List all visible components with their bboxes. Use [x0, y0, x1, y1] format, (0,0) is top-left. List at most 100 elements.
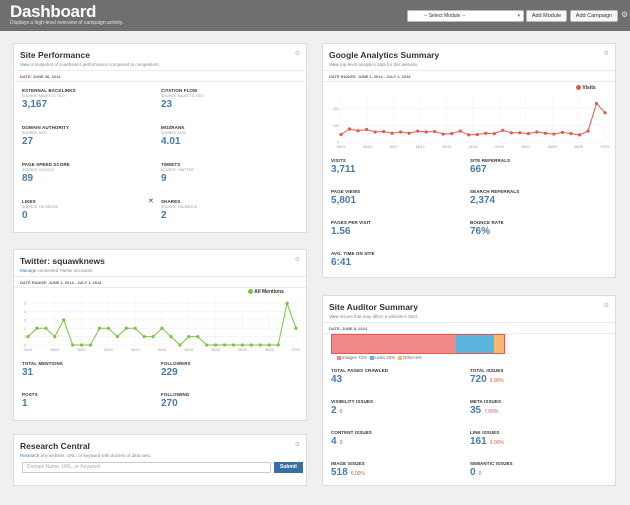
legend-label: All Mentions — [254, 289, 284, 295]
x-tick-label: 07/01 — [292, 348, 301, 352]
data-point — [441, 132, 445, 136]
data-point — [458, 129, 462, 133]
description-text: top-level analytics data for this websit… — [338, 62, 419, 67]
panel-title: Google Analytics Summary — [329, 50, 440, 60]
view-link[interactable]: View — [20, 62, 30, 67]
legend-dot-icon — [248, 289, 253, 295]
panel-description: View issues that may affect a website's … — [329, 314, 419, 319]
x-tick-label: 06/28 — [574, 145, 583, 149]
metric-label: LINK ISSUES — [470, 430, 500, 435]
issue-breakdown-bar — [331, 334, 505, 354]
x-tick-label: 06/22 — [521, 145, 530, 149]
gear-icon[interactable]: ⚙ — [294, 442, 300, 448]
gear-icon[interactable]: ⚙ — [603, 303, 609, 309]
y-tick-label: 3 — [24, 318, 26, 322]
data-point — [169, 335, 173, 339]
metric-value: 720 6.00% — [470, 374, 504, 385]
metric-likes: LIKES SOURCE: FACEBOOK 0 — [22, 199, 58, 221]
research-link[interactable]: Research — [20, 453, 40, 458]
x-tick-label: 06/01 — [24, 348, 33, 352]
gear-icon[interactable]: ⚙ — [294, 51, 300, 57]
top-header: Dashboard Displays a high-level overview… — [0, 0, 630, 31]
metric-value: 31 — [22, 367, 34, 378]
x-tick-label: 06/19 — [184, 348, 193, 352]
data-point — [433, 129, 437, 134]
module-select[interactable]: -- Select Module -- ▾ — [407, 10, 524, 22]
metric-label: TOTAL MENTIONS — [22, 361, 63, 366]
page-title: Dashboard — [10, 2, 97, 21]
data-point — [53, 335, 57, 339]
submit-button[interactable]: Submit — [274, 462, 303, 473]
metric-image-issues: IMAGE ISSUES 518 6.00% — [331, 461, 365, 478]
value-number: 0 — [470, 467, 476, 478]
data-point — [381, 129, 386, 134]
data-point — [364, 127, 369, 132]
x-tick-label: 06/13 — [131, 348, 140, 352]
value-number: 518 — [331, 467, 348, 478]
close-icon[interactable]: ✕ — [148, 198, 154, 205]
data-point — [142, 335, 146, 339]
metric-content-issues: CONTENT ISSUES 4 0 — [331, 430, 372, 447]
metric-source: SOURCE: TWITTER — [161, 168, 194, 172]
data-point — [560, 130, 565, 134]
manage-link[interactable]: Manage — [20, 268, 37, 273]
data-point — [356, 129, 360, 133]
data-point — [115, 335, 119, 339]
description-text: any website, URL, or keyword with dozens… — [39, 453, 152, 458]
metric-value: 76% — [470, 226, 491, 237]
data-point — [35, 326, 39, 330]
data-point — [196, 335, 200, 339]
metric-value: 3,711 — [331, 164, 356, 175]
x-tick-label: 06/22 — [211, 348, 220, 352]
gear-icon[interactable]: ⚙ — [603, 51, 609, 57]
data-point — [276, 343, 280, 347]
y-tick-label: 2 — [24, 327, 26, 331]
metric-domain-authority: DOMAIN AUTHORITY SOURCE: MOZ 27 — [22, 125, 69, 147]
metric-value: 23 — [161, 99, 173, 110]
data-point — [594, 101, 599, 106]
metric-source: SOURCE: GOOGLE — [22, 168, 55, 172]
metric-label: META ISSUES — [470, 399, 502, 404]
data-point — [526, 132, 530, 136]
metric-total-issues: TOTAL ISSUES 720 6.00% — [470, 368, 504, 385]
metric-value: 270 — [161, 398, 178, 409]
data-point — [187, 335, 191, 339]
search-input[interactable]: Domain Name, URL, or Keyword — [22, 462, 271, 473]
data-point — [509, 131, 513, 135]
module-select-value: -- Select Module -- — [424, 13, 466, 19]
metric-total-mentions: TOTAL MENTIONS 31 — [22, 361, 63, 378]
gear-icon[interactable]: ⚙ — [621, 10, 629, 19]
metric-citation-flow: CITATION FLOW SOURCE: MAJESTIC SEO 23 — [161, 88, 204, 110]
metric-posts: POSTS 1 — [22, 392, 38, 409]
metric-label: AVG. TIME ON SITE — [331, 251, 375, 256]
data-point — [518, 131, 522, 135]
data-point — [399, 130, 403, 134]
add-campaign-button[interactable]: Add Campaign — [570, 10, 618, 22]
percent-badge: 0 — [339, 409, 343, 415]
data-point — [231, 343, 236, 347]
add-module-button[interactable]: Add Module — [526, 10, 567, 22]
data-point — [205, 343, 209, 347]
data-point — [424, 130, 428, 134]
legend-label: Other 6% — [402, 355, 422, 360]
legend-label: Links 22% — [374, 355, 396, 360]
metric-value: 2,374 — [470, 195, 496, 206]
legend-swatch-icon — [397, 355, 402, 360]
y-tick-label: 5 — [24, 302, 26, 306]
metric-label: LIKES — [22, 199, 36, 204]
metric-value: 43 — [331, 374, 388, 385]
metric-source: SOURCE: MAJESTIC SEO — [22, 94, 65, 98]
view-link[interactable]: View — [329, 314, 339, 319]
view-link[interactable]: View — [329, 62, 339, 67]
chevron-down-icon: ▾ — [517, 13, 520, 19]
data-point — [294, 326, 298, 330]
data-point — [267, 343, 271, 347]
description-text: connected Twitter accounts. — [36, 268, 94, 273]
value-number: 4 — [331, 436, 337, 447]
y-tick-label: 1 — [24, 335, 26, 339]
data-point — [339, 132, 343, 137]
metric-label: SEARCH REFERRALS — [470, 189, 520, 194]
metric-source: SOURCE: MOZ — [22, 131, 47, 135]
gear-icon[interactable]: ⚙ — [294, 257, 300, 263]
